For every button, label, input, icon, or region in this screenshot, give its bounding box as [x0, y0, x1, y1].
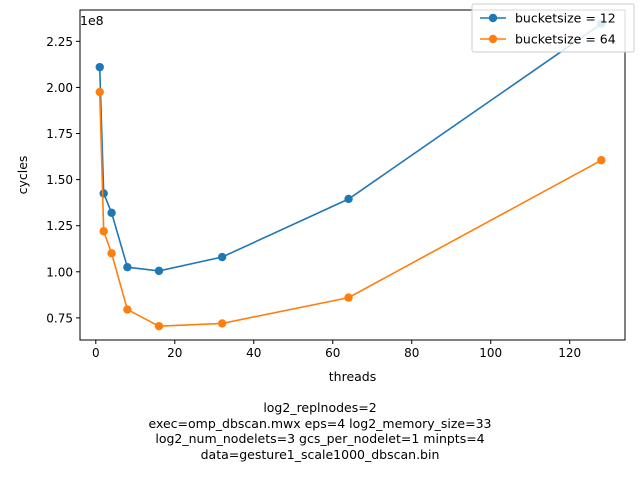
series-line-1	[98, 23, 602, 272]
figure-caption: log2_replnodes=2 exec=omp_dbscan.mwx eps…	[0, 400, 640, 462]
y-tick-label: 1.25	[46, 219, 73, 233]
x-tick-label: 100	[479, 346, 502, 360]
data-point	[217, 252, 227, 262]
data-point	[344, 293, 353, 302]
data-point	[217, 319, 227, 328]
y-tick-label: 2.25	[46, 35, 73, 49]
data-point	[99, 189, 108, 198]
data-point	[344, 194, 353, 204]
legend-label: bucketsize = 64	[515, 32, 616, 47]
plot-frame	[79, 9, 626, 341]
data-point	[123, 305, 132, 314]
data-point	[95, 62, 104, 72]
x-tick-label: 0	[92, 346, 100, 360]
y-tick-label: 2.00	[46, 81, 73, 95]
data-point	[95, 87, 104, 97]
x-tick-label: 40	[246, 346, 261, 360]
x-tick-label: 20	[167, 346, 182, 360]
x-tick-label: 120	[558, 346, 581, 360]
series-line-2	[98, 91, 602, 328]
caption-line: data=gesture1_scale1000_dbscan.bin	[200, 446, 440, 462]
data-point	[154, 266, 164, 276]
caption-line: exec=omp_dbscan.mwx eps=4 log2_memory_si…	[148, 415, 492, 431]
y-tick-label: 1.00	[46, 265, 73, 279]
y-tick-label: 1.50	[46, 173, 73, 187]
caption-line: log2_replnodes=2	[263, 400, 377, 415]
legend-box	[471, 3, 635, 53]
y-axis-label: cycles	[15, 156, 30, 195]
data-point	[597, 156, 606, 165]
data-point	[107, 249, 116, 258]
data-point	[154, 321, 164, 331]
legend-label: bucketsize = 12	[515, 11, 616, 26]
legend: bucketsize = 12 bucketsize = 64	[471, 3, 635, 53]
legend-marker	[488, 13, 498, 23]
series-layer	[95, 19, 606, 331]
y-tick-label: 1.75	[46, 127, 73, 141]
x-axis-label: threads	[329, 369, 377, 384]
y-axis: 0.75 1.00 1.25 1.50 1.75 2.00 2.25	[46, 35, 80, 325]
x-axis: 0 20 40 60 80 100 120	[92, 340, 581, 360]
data-point	[99, 227, 108, 236]
y-tick-label: 0.75	[46, 311, 73, 325]
caption-line: log2_num_nodelets=3 gcs_per_nodelet=1 mi…	[155, 431, 485, 446]
x-tick-label: 80	[404, 346, 419, 360]
y-offset-label: 1e8	[80, 13, 104, 28]
data-point	[123, 262, 132, 272]
legend-marker	[488, 34, 498, 44]
x-tick-label: 60	[325, 346, 340, 360]
data-point	[107, 208, 116, 217]
